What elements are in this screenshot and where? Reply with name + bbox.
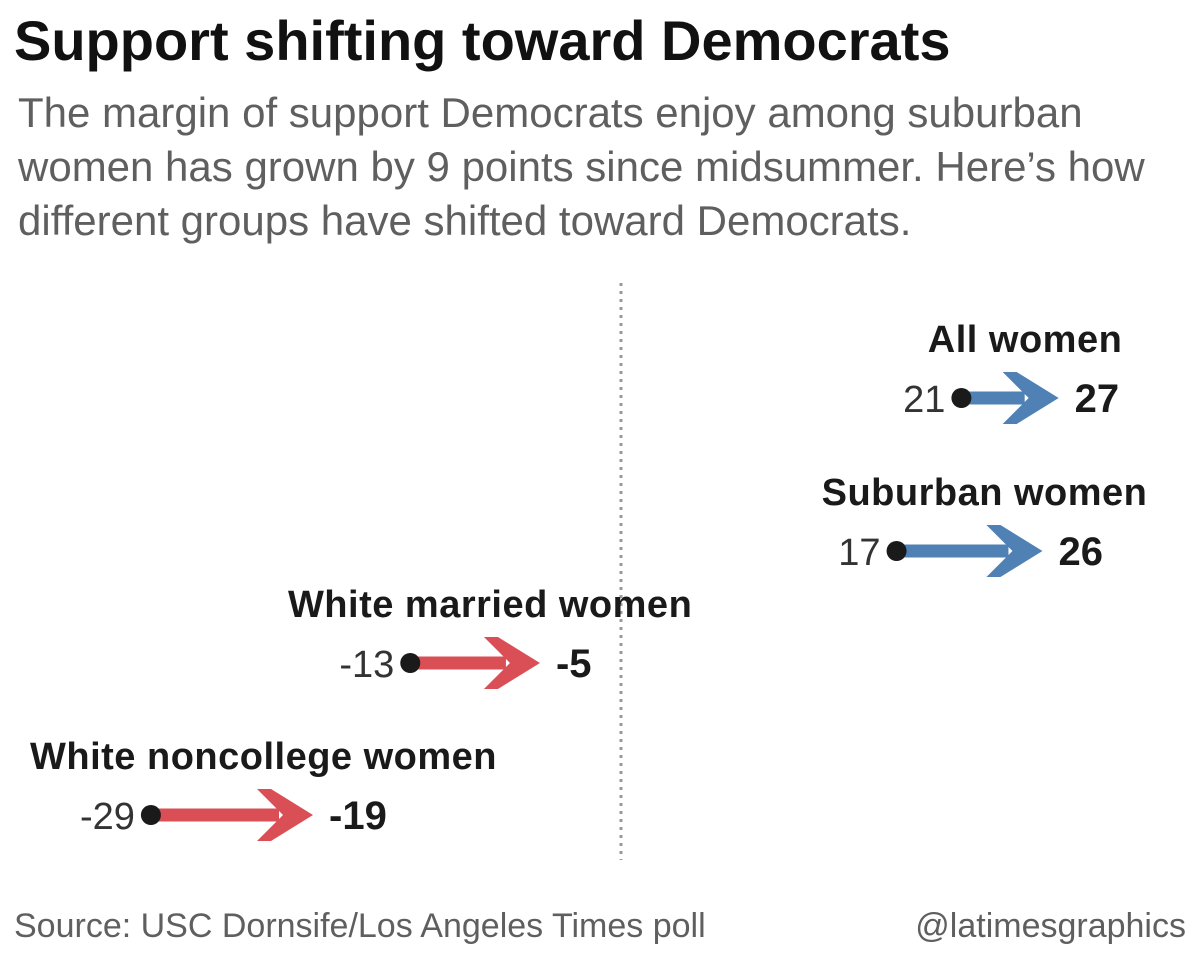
end-value-label: -5: [556, 642, 592, 686]
start-value-label: -13: [339, 644, 394, 686]
chart-rows: All women 21 27 Suburban women 17 26 White mar…: [30, 319, 1147, 841]
end-value-label: 27: [1075, 377, 1120, 421]
arrow-row: All women 21 27: [903, 319, 1122, 424]
credit-note: @latimesgraphics: [915, 907, 1186, 945]
arrow-row: Suburban women 17 26: [822, 472, 1148, 577]
series-name-label: White noncollege women: [30, 736, 497, 778]
series-name-label: All women: [928, 319, 1123, 361]
arrow-head: [1002, 372, 1059, 424]
end-value-label: 26: [1058, 530, 1103, 574]
start-value-label: 21: [903, 379, 945, 421]
arrow-row: White noncollege women -29 -19: [30, 736, 497, 841]
start-dot: [951, 388, 972, 408]
start-value-label: 17: [838, 532, 880, 574]
source-note: Source: USC Dornsife/Los Angeles Times p…: [14, 907, 706, 945]
arrow-head: [986, 525, 1043, 577]
start-dot: [400, 653, 421, 673]
arrow-head: [483, 637, 540, 689]
series-name-label: White married women: [288, 584, 692, 626]
start-value-label: -29: [80, 796, 135, 838]
arrow-chart: All women 21 27 Suburban women 17 26 White mar…: [30, 283, 1147, 860]
start-dot: [886, 541, 907, 561]
start-dot: [140, 805, 161, 825]
chart-subtitle: The margin of support Democrats enjoy am…: [18, 89, 1145, 244]
arrow-head: [257, 789, 314, 841]
chart-title: Support shifting toward Democrats: [14, 9, 951, 72]
end-value-label: -19: [329, 794, 387, 838]
arrow-row: White married women -13 -5: [288, 584, 692, 689]
series-name-label: Suburban women: [822, 472, 1148, 514]
